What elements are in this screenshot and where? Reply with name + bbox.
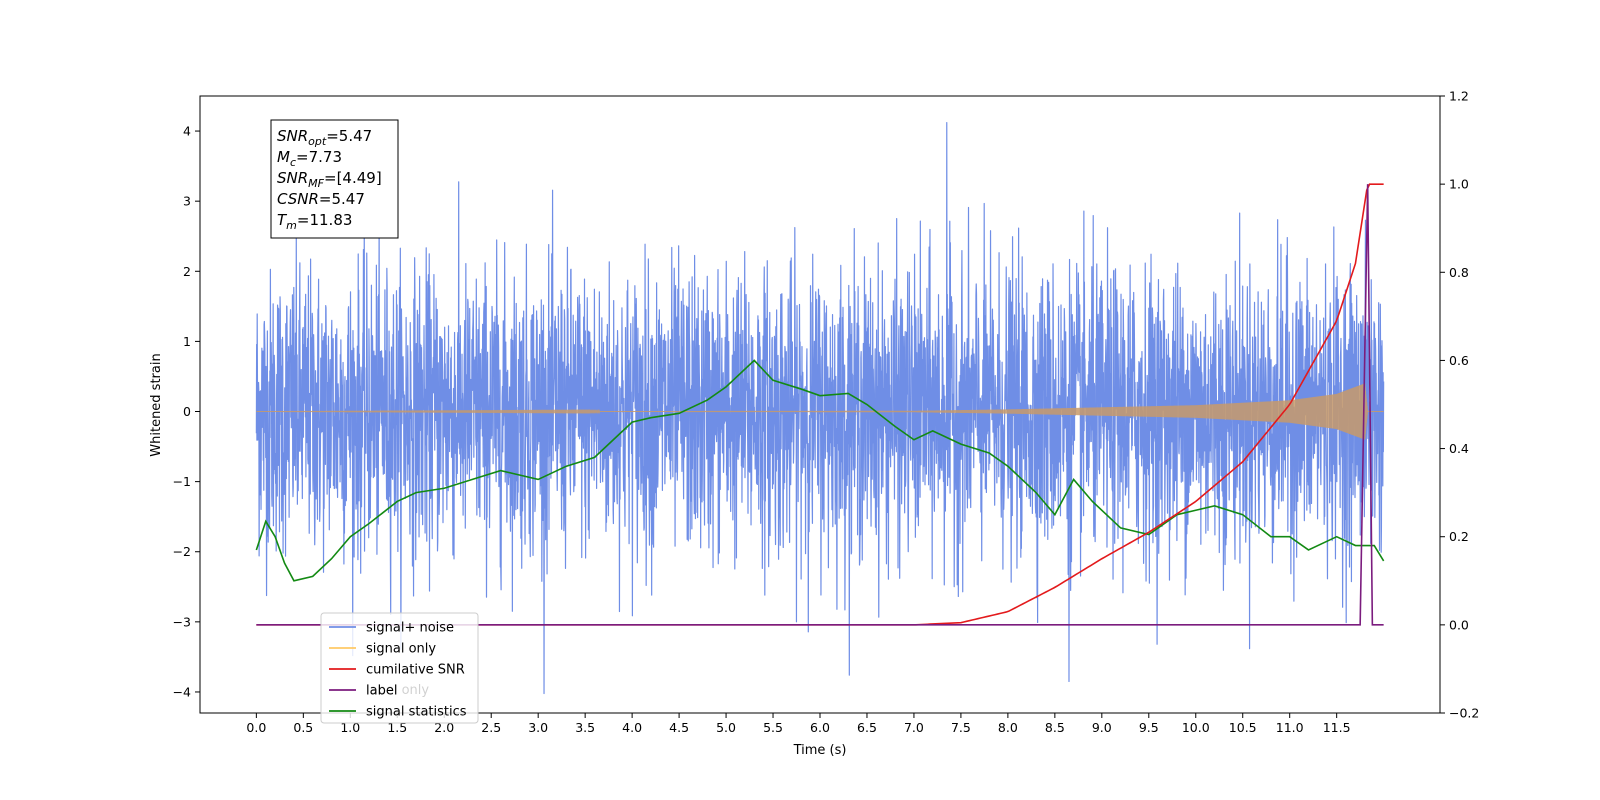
y-tick-label-right: 1.2 bbox=[1449, 89, 1469, 104]
legend-label: cumilative SNR bbox=[366, 663, 465, 678]
info-symbol: CSNR bbox=[277, 190, 319, 208]
x-tick-label: 2.5 bbox=[481, 720, 501, 735]
info-symbol: T bbox=[277, 211, 288, 229]
x-tick-label: 10.5 bbox=[1229, 720, 1257, 735]
y-tick-label-left: 3 bbox=[183, 194, 191, 209]
info-box-line: SNRopt=5.47 bbox=[277, 127, 372, 148]
x-tick-label: 0.0 bbox=[246, 720, 266, 735]
info-symbol: SNR bbox=[277, 127, 308, 145]
info-symbol: SNR bbox=[277, 169, 308, 187]
x-tick-label: 2.0 bbox=[434, 720, 454, 735]
series-signal-noise bbox=[255, 122, 1385, 695]
series-signal-statistics bbox=[255, 359, 1385, 582]
x-tick-label: 3.0 bbox=[528, 720, 548, 735]
info-subscript: c bbox=[290, 156, 296, 169]
info-value: =7.73 bbox=[296, 148, 342, 166]
info-box-line: SNRMF=[4.49] bbox=[277, 169, 382, 190]
x-tick-label: 11.0 bbox=[1276, 720, 1304, 735]
info-value: =[4.49] bbox=[324, 169, 382, 187]
x-tick-label: 8.0 bbox=[998, 720, 1018, 735]
info-value: =5.47 bbox=[326, 127, 372, 145]
x-tick-label: 9.5 bbox=[1139, 720, 1159, 735]
x-tick-label: 10.0 bbox=[1182, 720, 1210, 735]
y-tick-label-right: 1.0 bbox=[1449, 177, 1469, 192]
x-tick-label: 0.5 bbox=[293, 720, 313, 735]
info-symbol: M bbox=[277, 148, 290, 166]
x-tick-label: 5.5 bbox=[763, 720, 783, 735]
legend-hidden-text: label only bbox=[366, 683, 429, 698]
y-tick-label-left: 2 bbox=[183, 264, 191, 279]
x-tick-label: 7.0 bbox=[904, 720, 924, 735]
series-signal-only bbox=[256, 383, 1384, 440]
y-tick-label-right: 0.8 bbox=[1449, 265, 1469, 280]
legend-label: label bbox=[366, 684, 397, 699]
series-label bbox=[256, 184, 1384, 626]
y-tick-label-right: 0.0 bbox=[1449, 617, 1469, 632]
y-tick-label-left: −1 bbox=[173, 474, 191, 489]
x-tick-label: 6.5 bbox=[857, 720, 877, 735]
info-box-line: CSNR=5.47 bbox=[277, 190, 365, 208]
y-tick-label-left: 0 bbox=[183, 404, 191, 419]
x-tick-label: 4.0 bbox=[622, 720, 642, 735]
x-tick-label: 8.5 bbox=[1045, 720, 1065, 735]
x-tick-label: 1.0 bbox=[340, 720, 360, 735]
info-value: =5.47 bbox=[319, 190, 365, 208]
y-tick-label-left: 4 bbox=[183, 124, 191, 139]
y-tick-label-left: 1 bbox=[183, 334, 191, 349]
y-tick-label-right: 0.6 bbox=[1449, 353, 1469, 368]
legend-label: signal statistics bbox=[366, 705, 467, 720]
x-axis-label: Time (s) bbox=[793, 743, 847, 758]
info-box: SNRopt=5.47Mc=7.73SNRMF=[4.49]CSNR=5.47T… bbox=[270, 119, 399, 239]
y-axis-right: 1.2 1.0 0.8 0.6 0.4 0.2 0.0 −0.2 bbox=[1440, 89, 1479, 721]
legend-frame bbox=[320, 612, 479, 724]
x-tick-label: 3.5 bbox=[575, 720, 595, 735]
y-tick-label-right: 0.2 bbox=[1449, 529, 1469, 544]
info-subscript: m bbox=[286, 219, 297, 232]
legend-label: signal+ noise bbox=[366, 621, 454, 636]
x-tick-label: 9.0 bbox=[1092, 720, 1112, 735]
y-tick-label-right: −0.2 bbox=[1449, 706, 1479, 721]
x-tick-label: 5.0 bbox=[716, 720, 736, 735]
y-tick-label-right: 0.4 bbox=[1449, 441, 1469, 456]
y-tick-label-left: −2 bbox=[173, 544, 191, 559]
x-tick-label: 11.5 bbox=[1323, 720, 1351, 735]
info-box-frame bbox=[270, 119, 399, 239]
info-subscript: opt bbox=[308, 135, 327, 148]
y-axis-label: Whitened strain bbox=[149, 353, 164, 456]
x-tick-label: 1.5 bbox=[387, 720, 407, 735]
info-subscript: MF bbox=[308, 177, 324, 190]
info-box-line: Mc=7.73 bbox=[277, 148, 342, 169]
info-value: =11.83 bbox=[297, 211, 353, 229]
x-axis: 0.0 0.5 1.0 1.5 2.0 2.5 3.0 3.5 4.0 4.5 5.0 5.5 6.0 6… bbox=[246, 713, 1351, 735]
x-tick-label: 7.5 bbox=[951, 720, 971, 735]
y-axis-left: 4 3 2 1 0 −1 −2 −3 −4 bbox=[173, 124, 200, 699]
x-tick-label: 4.5 bbox=[669, 720, 689, 735]
y-tick-label-left: −4 bbox=[173, 684, 191, 699]
legend: label only signal+ noise signal only cumila… bbox=[320, 612, 479, 724]
legend-label: signal only bbox=[366, 642, 436, 657]
x-tick-label: 6.0 bbox=[810, 720, 830, 735]
y-tick-label-left: −3 bbox=[173, 614, 191, 629]
info-box-line: Tm=11.83 bbox=[277, 211, 352, 232]
